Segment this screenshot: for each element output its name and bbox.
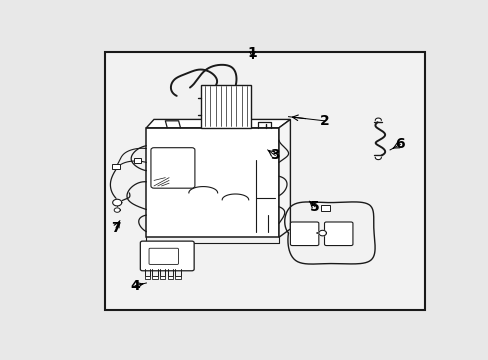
Bar	[201, 85, 250, 128]
FancyBboxPatch shape	[290, 222, 318, 246]
Bar	[104, 52, 424, 310]
Bar	[175, 276, 180, 279]
FancyBboxPatch shape	[133, 158, 141, 163]
Text: 1: 1	[247, 46, 257, 60]
Text: 4: 4	[130, 279, 140, 293]
Bar	[152, 276, 158, 279]
Polygon shape	[112, 199, 122, 206]
FancyBboxPatch shape	[149, 248, 178, 264]
Polygon shape	[146, 120, 290, 128]
Bar	[160, 276, 165, 279]
FancyBboxPatch shape	[151, 148, 195, 188]
Text: 2: 2	[319, 114, 329, 128]
Polygon shape	[114, 208, 120, 212]
Text: 3: 3	[270, 148, 280, 162]
Text: 6: 6	[395, 138, 404, 151]
Bar	[320, 205, 329, 211]
Bar	[111, 164, 120, 169]
FancyBboxPatch shape	[324, 222, 352, 246]
Bar	[167, 276, 173, 279]
Text: 7: 7	[111, 221, 121, 234]
FancyBboxPatch shape	[140, 241, 194, 271]
Polygon shape	[374, 157, 381, 159]
Text: 5: 5	[309, 200, 319, 214]
Bar	[144, 276, 150, 279]
Polygon shape	[318, 230, 326, 236]
Polygon shape	[374, 118, 381, 120]
Polygon shape	[279, 120, 290, 237]
Bar	[146, 128, 279, 237]
